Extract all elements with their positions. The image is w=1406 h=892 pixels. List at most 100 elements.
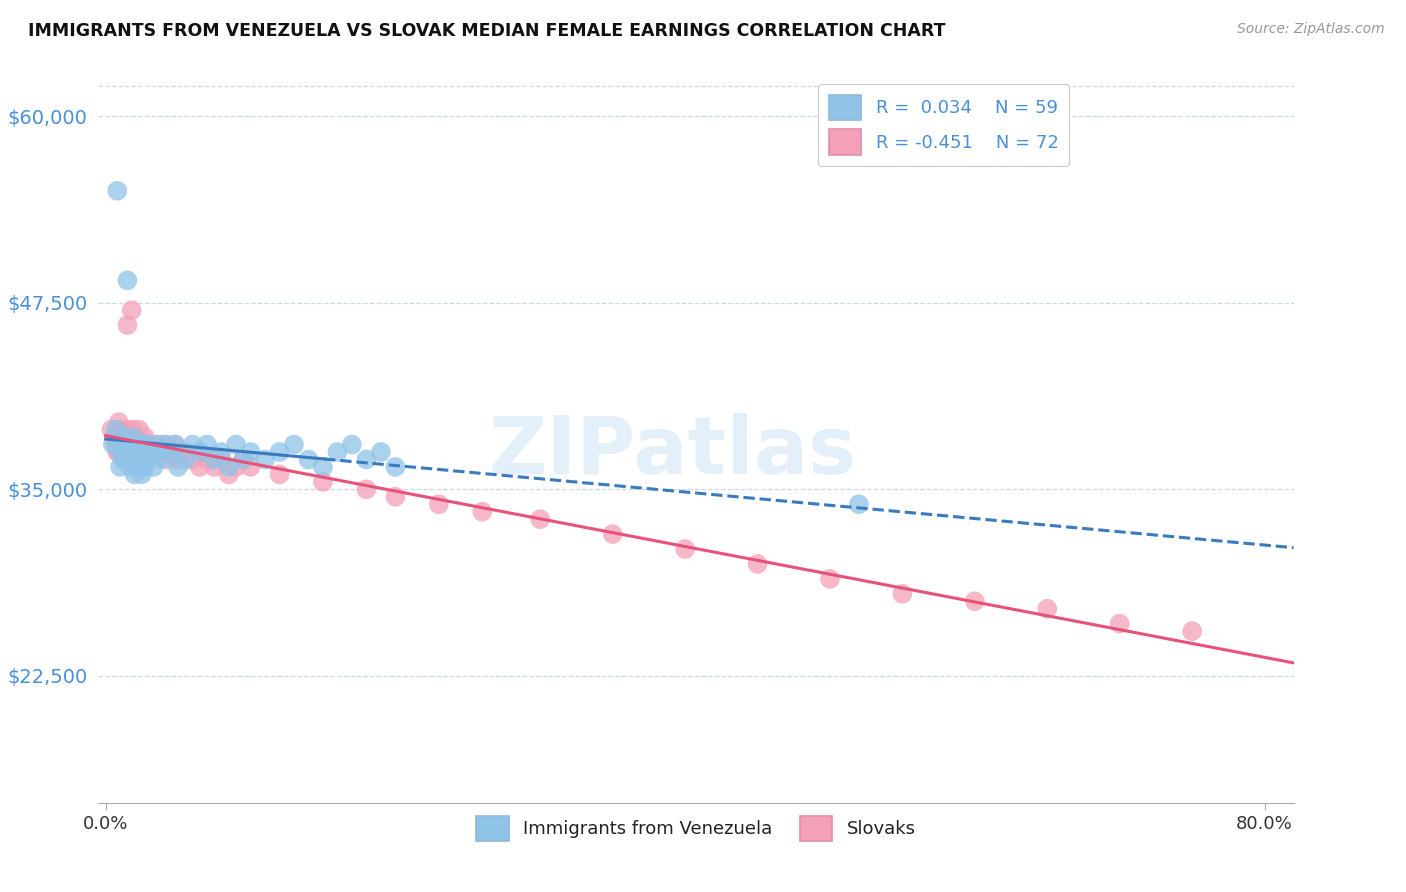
Point: [132, 437, 155, 451]
Point: [239, 459, 262, 474]
Point: [108, 437, 131, 451]
Text: IMMIGRANTS FROM VENEZUELA VS SLOVAK MEDIAN FEMALE EARNINGS CORRELATION CHART: IMMIGRANTS FROM VENEZUELA VS SLOVAK MEDI…: [28, 22, 946, 40]
Point: [384, 459, 406, 474]
Point: [135, 445, 157, 459]
Point: [131, 437, 153, 451]
Point: [149, 452, 172, 467]
Point: [128, 437, 150, 451]
Point: [105, 445, 128, 459]
Point: [160, 445, 183, 459]
Point: [188, 445, 211, 459]
Point: [297, 452, 319, 467]
Point: [122, 430, 145, 444]
Point: [124, 437, 146, 451]
Point: [253, 452, 276, 467]
Point: [1036, 601, 1059, 615]
Point: [145, 437, 167, 451]
Point: [174, 445, 197, 459]
Point: [108, 445, 131, 459]
Point: [149, 445, 172, 459]
Point: [114, 430, 136, 444]
Point: [356, 483, 378, 497]
Point: [129, 459, 152, 474]
Point: [312, 475, 335, 489]
Point: [121, 452, 143, 467]
Text: Source: ZipAtlas.com: Source: ZipAtlas.com: [1237, 22, 1385, 37]
Point: [195, 437, 218, 451]
Point: [134, 459, 156, 474]
Point: [269, 467, 291, 482]
Point: [225, 437, 247, 451]
Point: [129, 445, 152, 459]
Point: [673, 542, 696, 557]
Point: [138, 437, 160, 451]
Point: [160, 445, 183, 459]
Point: [818, 572, 841, 586]
Point: [118, 437, 141, 451]
Point: [155, 452, 177, 467]
Point: [202, 459, 225, 474]
Point: [232, 452, 254, 467]
Point: [124, 467, 146, 482]
Point: [121, 437, 143, 451]
Text: ZIPatlas: ZIPatlas: [488, 413, 856, 491]
Point: [124, 452, 146, 467]
Point: [225, 459, 247, 474]
Point: [122, 423, 145, 437]
Point: [747, 557, 769, 571]
Point: [127, 452, 149, 467]
Point: [155, 437, 177, 451]
Point: [128, 423, 150, 437]
Point: [117, 273, 139, 287]
Point: [152, 445, 174, 459]
Point: [384, 490, 406, 504]
Point: [121, 303, 143, 318]
Point: [105, 184, 128, 198]
Point: [135, 437, 157, 451]
Point: [218, 467, 240, 482]
Point: [138, 445, 160, 459]
Point: [108, 430, 131, 444]
Point: [131, 445, 153, 459]
Point: [145, 437, 167, 451]
Point: [139, 445, 162, 459]
Point: [115, 445, 138, 459]
Point: [112, 437, 135, 451]
Point: [135, 452, 157, 467]
Point: [124, 445, 146, 459]
Point: [283, 437, 305, 451]
Point: [340, 437, 363, 451]
Point: [110, 423, 132, 437]
Point: [103, 430, 125, 444]
Point: [471, 505, 494, 519]
Point: [125, 445, 148, 459]
Point: [121, 437, 143, 451]
Point: [165, 437, 187, 451]
Point: [963, 594, 986, 608]
Point: [188, 459, 211, 474]
Point: [112, 430, 135, 444]
Point: [181, 437, 204, 451]
Point: [117, 452, 139, 467]
Point: [218, 459, 240, 474]
Point: [165, 437, 187, 451]
Point: [100, 423, 122, 437]
Point: [114, 452, 136, 467]
Point: [211, 445, 233, 459]
Point: [107, 445, 129, 459]
Point: [112, 452, 135, 467]
Point: [269, 445, 291, 459]
Point: [848, 497, 870, 511]
Point: [118, 430, 141, 444]
Point: [602, 527, 624, 541]
Point: [134, 430, 156, 444]
Point: [312, 459, 335, 474]
Point: [107, 437, 129, 451]
Point: [117, 318, 139, 332]
Point: [117, 452, 139, 467]
Point: [127, 437, 149, 451]
Point: [211, 452, 233, 467]
Point: [138, 437, 160, 451]
Point: [120, 459, 142, 474]
Point: [131, 452, 153, 467]
